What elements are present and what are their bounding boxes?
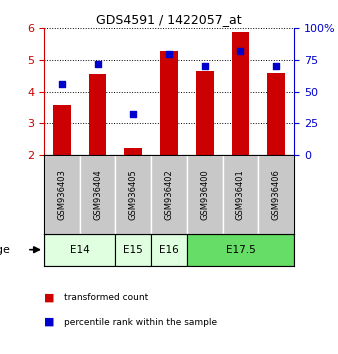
Point (238, 48, 243, 54)
Bar (160, 51, 178, 155)
Text: percentile rank within the sample: percentile rank within the sample (64, 318, 217, 327)
Text: ■: ■ (44, 317, 54, 327)
Bar (223, 155, 258, 234)
Text: GSM936404: GSM936404 (93, 169, 102, 220)
Bar (89, 74, 106, 155)
Text: ■: ■ (44, 292, 54, 302)
Point (273, 63, 279, 69)
Point (166, 51, 172, 56)
Text: GSM936400: GSM936400 (200, 169, 209, 220)
Bar (44, 155, 80, 234)
Text: GSM936406: GSM936406 (272, 169, 281, 220)
Text: E14: E14 (70, 245, 90, 255)
Point (202, 63, 208, 69)
Text: GSM936401: GSM936401 (236, 169, 245, 220)
Text: E17.5: E17.5 (225, 245, 255, 255)
Bar (232, 32, 249, 155)
Bar (151, 155, 187, 234)
Bar (187, 234, 294, 266)
Point (59, 81, 65, 87)
Bar (53, 105, 71, 155)
Bar (267, 73, 285, 155)
Point (130, 112, 136, 117)
Bar (151, 234, 187, 266)
Text: E15: E15 (123, 245, 143, 255)
Title: GDS4591 / 1422057_at: GDS4591 / 1422057_at (96, 13, 242, 26)
Text: transformed count: transformed count (64, 293, 148, 302)
Text: age: age (0, 245, 10, 255)
Text: GSM936403: GSM936403 (57, 169, 66, 220)
Bar (115, 155, 151, 234)
Text: E16: E16 (159, 245, 179, 255)
Bar (196, 71, 214, 155)
Text: GSM936405: GSM936405 (129, 169, 138, 220)
Bar (187, 155, 223, 234)
Text: GSM936402: GSM936402 (165, 169, 173, 220)
Point (95, 61, 100, 67)
Bar (80, 155, 115, 234)
Bar (258, 155, 294, 234)
Bar (44, 234, 115, 266)
Bar (124, 148, 142, 155)
Bar (115, 234, 151, 266)
